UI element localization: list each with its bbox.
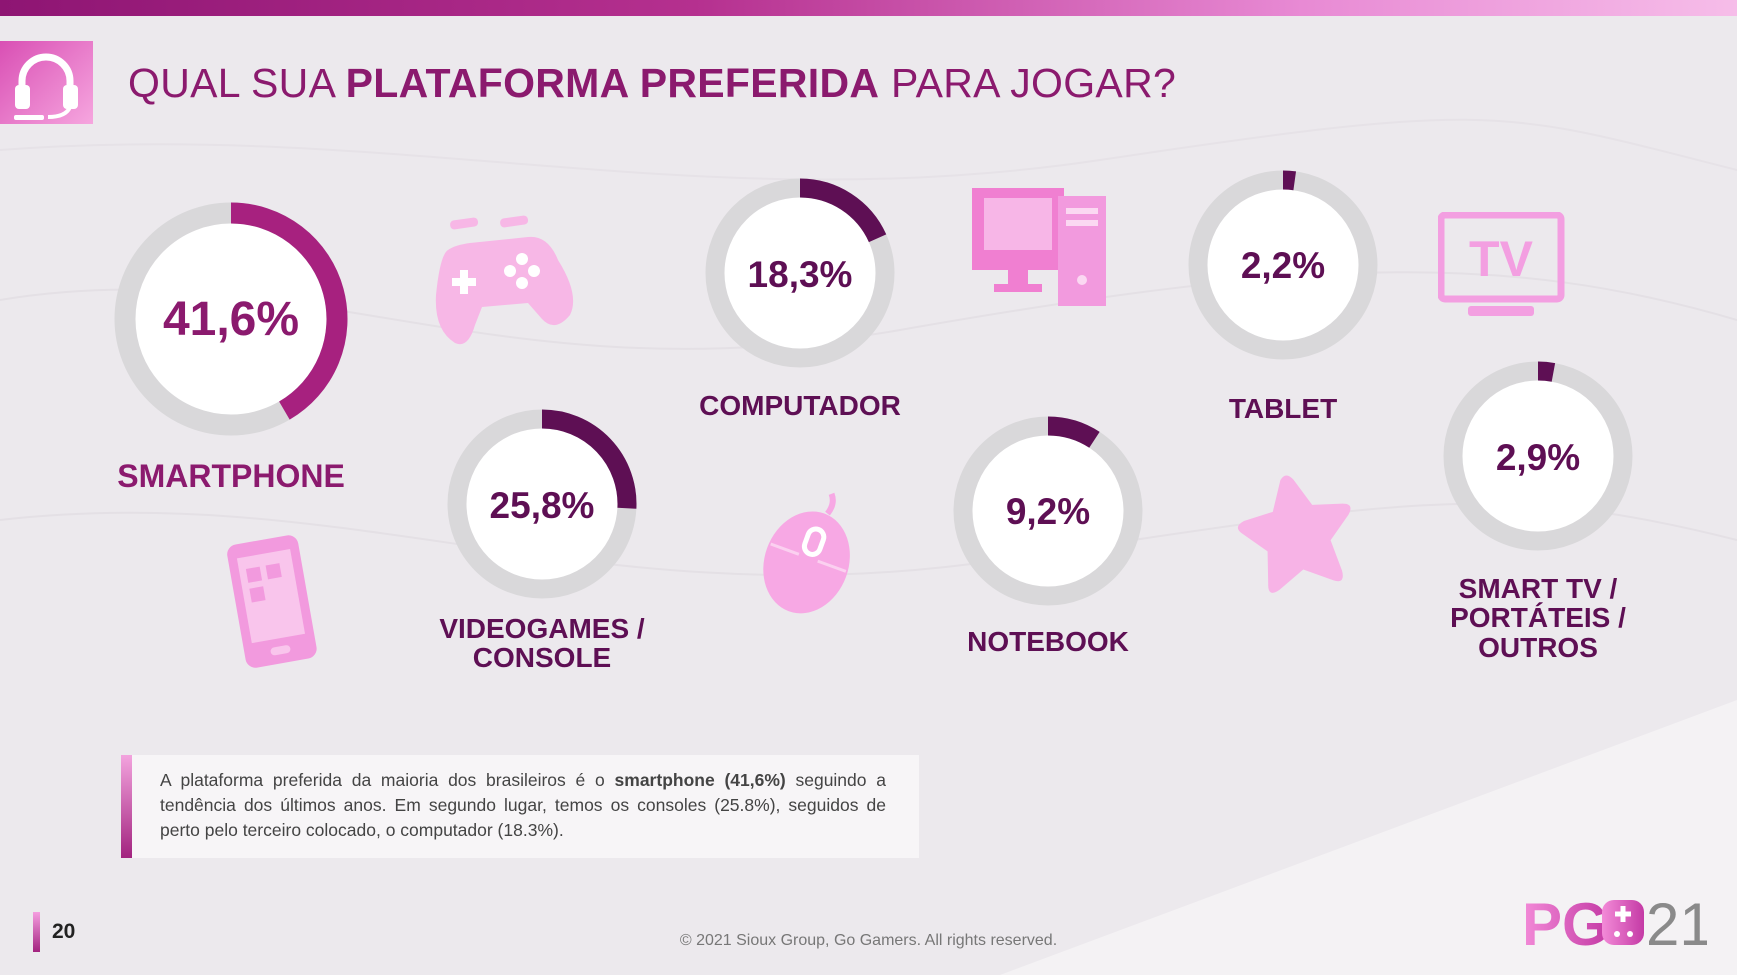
donut-label-smartphone: 41,6% xyxy=(162,293,300,346)
note-text-start: A plataforma preferida da maioria dos br… xyxy=(160,770,615,790)
note-text-end: seguindo a tendência dos últimos anos. E… xyxy=(160,770,886,840)
title-suffix: PARA JOGAR? xyxy=(879,60,1177,106)
pgb-logo: PG 21 xyxy=(1522,891,1707,952)
donut-label-videogames: 25,8% xyxy=(489,485,595,526)
category-label-videogames: VIDEOGAMES / CONSOLE xyxy=(439,613,645,674)
page-number-bar xyxy=(33,912,40,952)
donut-label-tablet: 2,2% xyxy=(1240,245,1326,286)
note-accent-stripe xyxy=(121,755,132,858)
mouse-icon xyxy=(763,492,850,614)
summary-note: A plataforma preferida da maioria dos br… xyxy=(121,755,919,858)
star-icon xyxy=(1237,475,1351,593)
page-number: 20 xyxy=(52,920,76,943)
donut-label-computador: 18,3% xyxy=(747,254,853,295)
category-label-notebook: NOTEBOOK xyxy=(967,626,1129,657)
logo-letters: PG xyxy=(1522,891,1609,952)
tv-icon: TV xyxy=(1438,212,1565,316)
category-label-smarttv: SMART TV / PORTÁTEIS / OUTROS xyxy=(1450,573,1626,663)
donut-label-notebook: 9,2% xyxy=(1005,491,1091,532)
gamepad-icon xyxy=(435,215,574,345)
top-accent-bar xyxy=(0,0,1737,16)
smartphone-icon xyxy=(227,535,317,668)
title-prefix: QUAL SUA xyxy=(128,60,346,106)
note-text-bold: smartphone (41,6%) xyxy=(614,770,786,790)
page-title: QUAL SUA PLATAFORMA PREFERIDA PARA JOGAR… xyxy=(128,60,1176,107)
donut-label-smarttv: 2,9% xyxy=(1495,437,1581,478)
category-label-tablet: TABLET xyxy=(1228,393,1338,424)
monitor-icon xyxy=(972,188,1106,306)
footer-copyright: © 2021 Sioux Group, Go Gamers. All right… xyxy=(679,932,1058,949)
title-bold: PLATAFORMA PREFERIDA xyxy=(345,60,880,106)
headset-icon xyxy=(0,41,93,124)
logo-year: 21 xyxy=(1646,891,1707,952)
svg-text:TV: TV xyxy=(1469,231,1534,287)
note-text: A plataforma preferida da maioria dos br… xyxy=(160,768,886,843)
category-label-smartphone: SMARTPHONE xyxy=(117,458,345,494)
category-label-computador: COMPUTADOR xyxy=(699,390,901,421)
